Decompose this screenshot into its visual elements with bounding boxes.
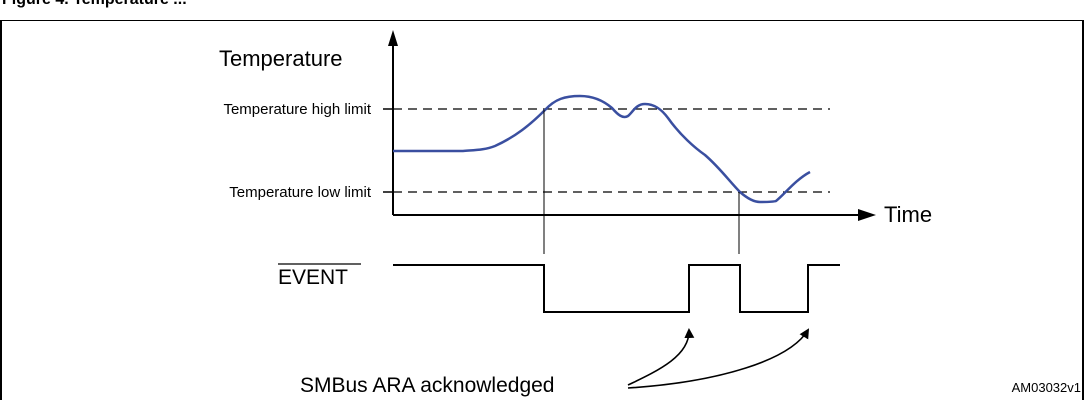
temperature-curve [393,94,811,204]
y-axis-label: Temperature [219,46,343,71]
low-limit-label: Temperature low limit [229,184,372,201]
ara-pointer-1 [627,328,695,386]
ara-pointer-2 [627,328,810,389]
y-axis-arrow-icon [388,30,398,46]
figure-frame [0,20,1084,400]
x-axis-arrow-icon [858,209,876,221]
event-signal-label: EVENT [278,266,348,289]
event-waveform [393,264,840,313]
high-limit-label: Temperature high limit [223,101,371,118]
reference-id: AM03032v1 [1012,380,1081,395]
x-axis-label: Time [884,202,932,227]
caption-strip: Figure 4. Temperature ... [0,0,1086,20]
ara-annotation-label: SMBus ARA acknowledged [300,374,554,397]
figure-caption: Figure 4. Temperature ... [2,0,187,9]
